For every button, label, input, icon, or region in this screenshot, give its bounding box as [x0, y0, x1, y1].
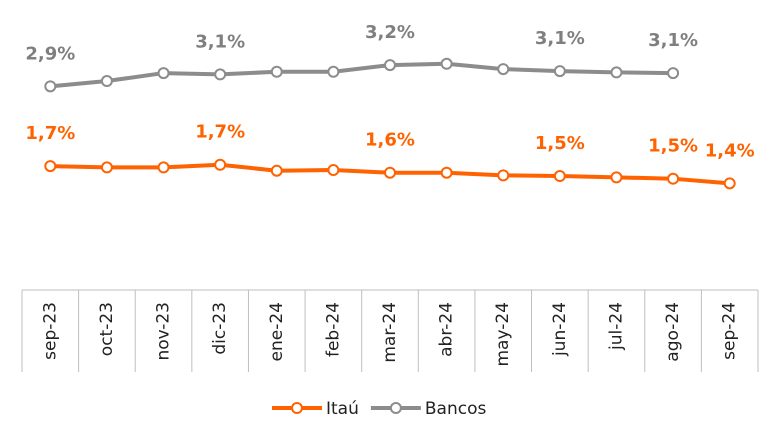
data-label: 2,9%: [25, 43, 75, 64]
point-marker: [610, 66, 623, 79]
legend-label: Bancos: [425, 399, 487, 419]
point-marker: [667, 67, 680, 80]
x-tick-label: abr-24: [437, 302, 457, 357]
point-marker: [44, 80, 57, 93]
data-label: 1,7%: [25, 123, 75, 144]
point-marker: [214, 158, 227, 171]
legend-item: Itaú: [272, 399, 359, 419]
data-label: 3,2%: [365, 22, 415, 43]
x-tick-label: dic-23: [210, 302, 230, 355]
point-marker: [270, 164, 283, 177]
point-marker: [440, 166, 453, 179]
x-tick-label: ago-24: [663, 302, 683, 362]
x-tick-label: jul-24: [606, 302, 626, 351]
point-marker: [44, 160, 57, 173]
point-marker: [270, 65, 283, 78]
point-marker: [440, 57, 453, 70]
point-marker: [723, 177, 736, 190]
point-marker: [497, 63, 510, 76]
x-tick-label: sep-24: [720, 302, 740, 360]
x-tick-label: may-24: [493, 302, 513, 367]
point-marker: [100, 161, 113, 174]
point-marker: [384, 59, 396, 72]
point-marker: [553, 65, 566, 78]
point-marker: [553, 170, 566, 183]
x-tick-label: jun-24: [550, 302, 570, 357]
point-marker: [327, 164, 340, 177]
legend-marker: [291, 402, 303, 414]
series-line: [50, 61, 674, 89]
point-marker: [214, 68, 227, 81]
x-tick-label: ene-24: [267, 302, 287, 361]
point-marker: [667, 172, 680, 185]
point-marker: [384, 166, 396, 179]
x-tick-label: sep-23: [40, 302, 60, 360]
point-marker: [327, 65, 340, 78]
legend-label: Itaú: [326, 399, 359, 419]
x-tick-label: feb-24: [323, 302, 343, 357]
data-label: 1,4%: [705, 140, 755, 161]
data-label: 3,1%: [648, 30, 698, 51]
x-tick-label: nov-23: [154, 302, 174, 361]
data-label: 1,6%: [365, 130, 415, 151]
data-label: 1,5%: [535, 133, 585, 154]
point-marker: [497, 169, 510, 182]
point-marker: [100, 75, 113, 88]
data-label: 1,7%: [195, 122, 245, 143]
point-marker: [610, 171, 623, 184]
point-marker: [157, 161, 170, 174]
x-tick-label: oct-23: [97, 302, 117, 356]
x-tick-label: mar-24: [380, 302, 400, 363]
point-marker: [157, 67, 170, 80]
legend-item: Bancos: [370, 399, 487, 419]
data-label: 3,1%: [195, 31, 245, 52]
data-label: 3,1%: [535, 28, 585, 49]
data-label: 1,5%: [648, 136, 698, 157]
legend-marker: [389, 402, 402, 414]
